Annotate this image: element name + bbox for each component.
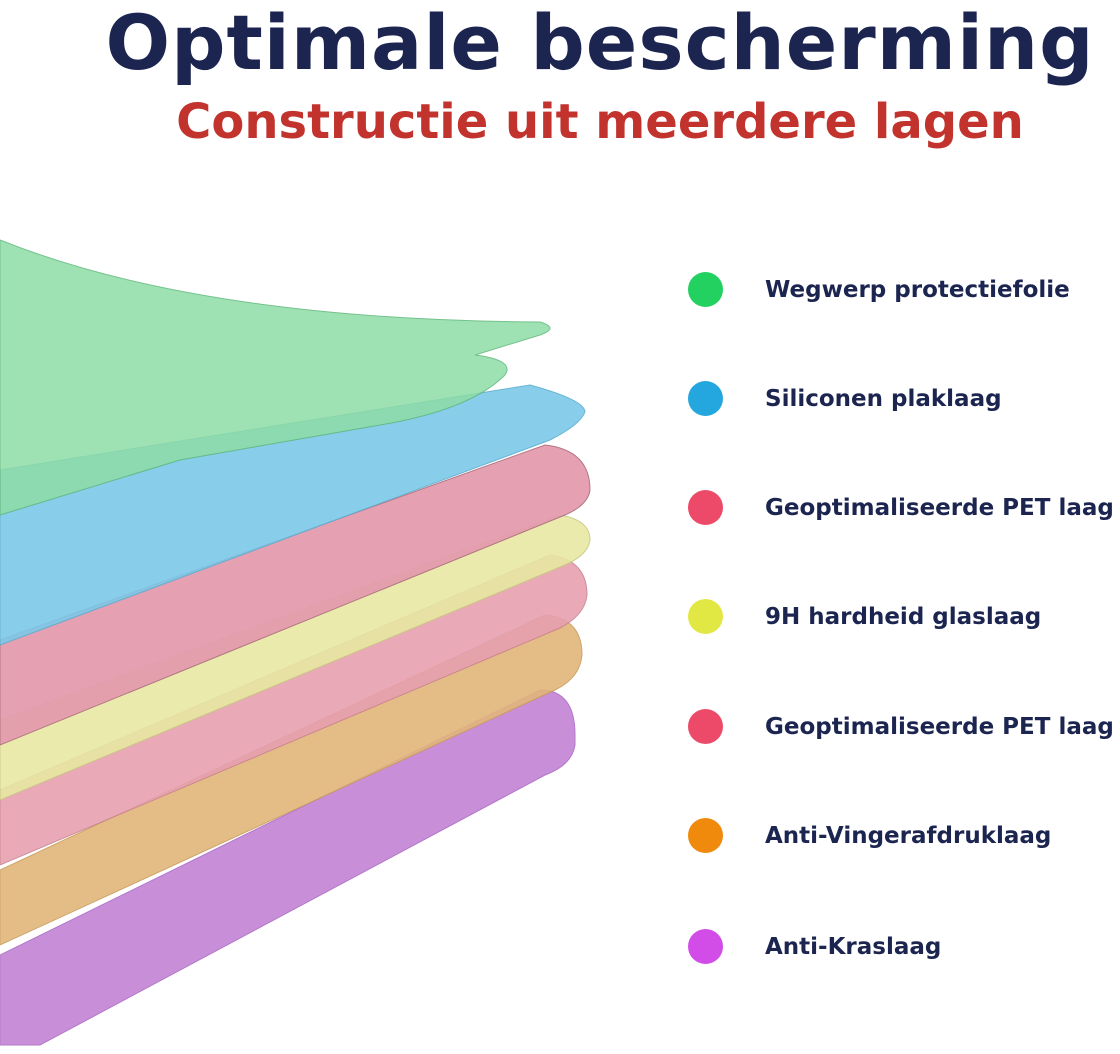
orange-dot-icon bbox=[688, 818, 723, 853]
page-subtitle: Constructie uit meerdere lagen bbox=[176, 94, 1024, 150]
purple-dot-icon bbox=[688, 929, 723, 964]
legend-label: Anti-Vingerafdruklaag bbox=[765, 822, 1052, 849]
legend-label: Geoptimaliseerde PET laag bbox=[765, 713, 1114, 740]
yellow-dot-icon bbox=[688, 599, 723, 634]
legend-label: Siliconen plaklaag bbox=[765, 385, 1002, 412]
legend-label: Geoptimaliseerde PET laag bbox=[765, 494, 1114, 521]
layer-glas-9h bbox=[0, 514, 591, 801]
blue-dot-icon bbox=[688, 381, 723, 416]
layer-pet-1 bbox=[0, 444, 591, 746]
legend-item: Siliconen plaklaag bbox=[688, 381, 1002, 416]
green-dot-icon bbox=[688, 272, 723, 307]
red-dot-icon bbox=[688, 490, 723, 525]
page-title: Optimale bescherming bbox=[105, 0, 1095, 87]
legend-item: Anti-Vingerafdruklaag bbox=[688, 818, 1051, 853]
legend-label: Anti-Kraslaag bbox=[765, 933, 942, 960]
legend-label: Wegwerp protectiefolie bbox=[765, 276, 1070, 303]
red-dot-icon bbox=[688, 709, 723, 744]
layer-stack-illustration bbox=[0, 239, 591, 1046]
layer-anti-kras bbox=[0, 689, 576, 1046]
legend-item: 9H hardheid glaslaag bbox=[688, 599, 1041, 634]
legend-label: 9H hardheid glaslaag bbox=[765, 603, 1042, 630]
layer-wegwerp bbox=[0, 239, 551, 516]
legend-item: Anti-Kraslaag bbox=[688, 929, 941, 964]
legend-item: Geoptimaliseerde PET laag bbox=[688, 709, 1114, 744]
legend-item: Geoptimaliseerde PET laag bbox=[688, 490, 1114, 525]
legend-item: Wegwerp protectiefolie bbox=[688, 272, 1070, 307]
